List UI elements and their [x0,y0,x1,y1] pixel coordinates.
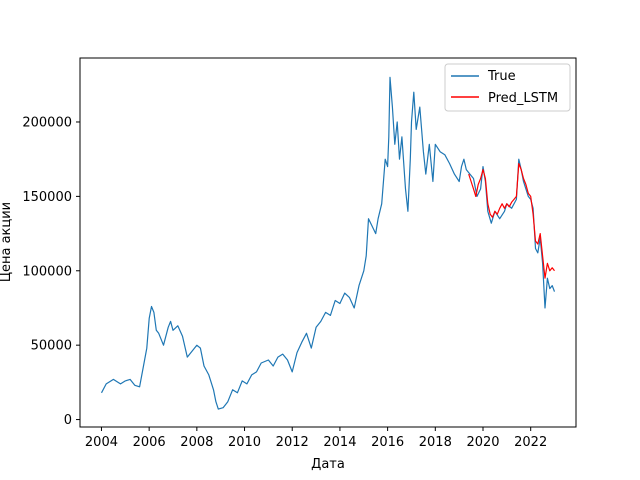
x-tick-label: 2014 [323,435,356,450]
y-tick-label: 50000 [31,339,72,354]
plot-frame [79,57,577,428]
x-axis-label: Дата [311,457,345,472]
x-tick-label: 2020 [466,435,499,450]
y-axis-label: Цена акции [0,202,14,282]
series-line-pred-lstm [468,163,555,279]
legend-label-pred-lstm: Pred_LSTM [488,91,558,106]
x-tick-label: 2018 [419,435,452,450]
x-axis: 2004 2006 2008 2010 2012 2014 2016 2018 2020 2022 [85,427,547,450]
x-tick-label: 2016 [371,435,404,450]
legend-label-true: True [487,69,516,84]
x-tick-label: 2008 [180,435,213,450]
y-axis: 0 50000 100000 150000 200000 [22,115,80,428]
plot-area: 2004 2006 2008 2010 2012 2014 2016 2018 2020 2022… [22,57,577,450]
legend: True Pred_LSTM [444,63,571,112]
series-layer [100,76,556,410]
y-tick-label: 200000 [22,115,72,130]
x-tick-label: 2006 [133,435,166,450]
y-tick-label: 0 [64,413,72,428]
y-tick-label: 150000 [22,190,72,205]
x-tick-label: 2022 [514,435,547,450]
x-tick-label: 2010 [228,435,261,450]
x-tick-label: 2012 [276,435,309,450]
y-tick-label: 100000 [22,264,72,279]
x-tick-label: 2004 [85,435,118,450]
